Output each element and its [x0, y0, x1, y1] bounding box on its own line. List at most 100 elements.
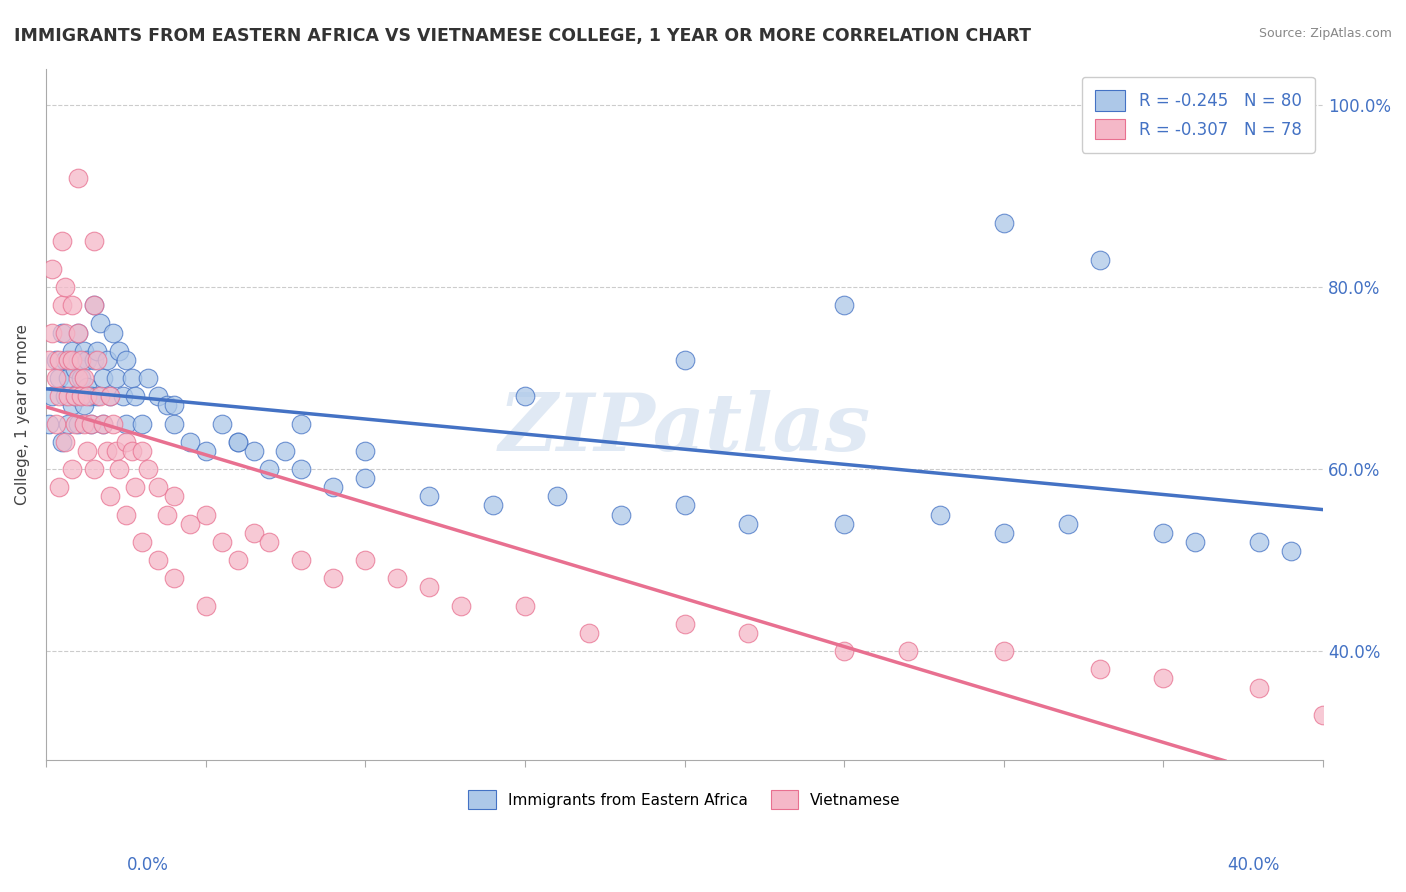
Point: [226, 553, 249, 567]
Point: [63, 362, 86, 376]
Point: [41, 261, 63, 276]
Point: [89, 389, 111, 403]
Point: [163, 489, 186, 503]
Point: [354, 443, 377, 458]
Point: [578, 626, 600, 640]
Point: [163, 571, 186, 585]
Point: [513, 599, 536, 613]
Text: 0.0%: 0.0%: [127, 856, 169, 874]
Point: [194, 443, 217, 458]
Point: [48, 480, 70, 494]
Point: [1249, 535, 1271, 549]
Point: [418, 581, 440, 595]
Point: [156, 508, 179, 522]
Point: [63, 417, 86, 431]
Point: [60, 343, 83, 358]
Point: [53, 434, 76, 449]
Point: [66, 326, 89, 340]
Point: [929, 508, 952, 522]
Point: [83, 298, 105, 312]
Point: [76, 380, 98, 394]
Point: [418, 489, 440, 503]
Point: [70, 389, 93, 403]
Point: [51, 434, 73, 449]
Point: [51, 235, 73, 249]
Point: [76, 443, 98, 458]
Point: [79, 417, 101, 431]
Point: [73, 417, 96, 431]
Point: [51, 326, 73, 340]
Point: [66, 371, 89, 385]
Point: [124, 389, 146, 403]
Point: [737, 516, 759, 531]
Point: [96, 352, 118, 367]
Point: [1088, 252, 1111, 267]
Point: [226, 434, 249, 449]
Point: [63, 389, 86, 403]
Text: 40.0%: 40.0%: [1227, 856, 1279, 874]
Point: [105, 371, 128, 385]
Point: [73, 398, 96, 412]
Point: [290, 417, 312, 431]
Point: [108, 343, 131, 358]
Point: [48, 352, 70, 367]
Point: [45, 417, 67, 431]
Point: [108, 462, 131, 476]
Point: [83, 298, 105, 312]
Point: [58, 417, 80, 431]
Point: [609, 508, 631, 522]
Point: [131, 417, 153, 431]
Point: [83, 235, 105, 249]
Point: [70, 389, 93, 403]
Point: [322, 480, 344, 494]
Point: [136, 462, 159, 476]
Point: [322, 571, 344, 585]
Point: [450, 599, 472, 613]
Point: [993, 216, 1015, 230]
Point: [76, 352, 98, 367]
Point: [83, 352, 105, 367]
Point: [60, 462, 83, 476]
Point: [211, 535, 233, 549]
Point: [98, 389, 121, 403]
Point: [70, 352, 93, 367]
Point: [66, 170, 89, 185]
Point: [131, 535, 153, 549]
Point: [354, 553, 377, 567]
Point: [73, 371, 96, 385]
Point: [38, 352, 60, 367]
Point: [83, 462, 105, 476]
Point: [114, 352, 136, 367]
Point: [58, 352, 80, 367]
Point: [146, 480, 169, 494]
Point: [131, 443, 153, 458]
Point: [290, 462, 312, 476]
Point: [354, 471, 377, 485]
Point: [482, 499, 505, 513]
Point: [60, 298, 83, 312]
Point: [993, 644, 1015, 658]
Point: [211, 417, 233, 431]
Point: [86, 389, 108, 403]
Point: [96, 443, 118, 458]
Point: [41, 326, 63, 340]
Point: [51, 298, 73, 312]
Point: [194, 599, 217, 613]
Point: [60, 352, 83, 367]
Point: [1312, 707, 1334, 722]
Point: [98, 389, 121, 403]
Point: [101, 417, 124, 431]
Point: [48, 371, 70, 385]
Point: [89, 317, 111, 331]
Point: [58, 371, 80, 385]
Point: [114, 434, 136, 449]
Point: [226, 434, 249, 449]
Point: [156, 398, 179, 412]
Y-axis label: College, 1 year or more: College, 1 year or more: [15, 324, 30, 505]
Point: [60, 398, 83, 412]
Point: [101, 326, 124, 340]
Point: [114, 417, 136, 431]
Point: [111, 389, 134, 403]
Point: [259, 535, 281, 549]
Text: IMMIGRANTS FROM EASTERN AFRICA VS VIETNAMESE COLLEGE, 1 YEAR OR MORE CORRELATION: IMMIGRANTS FROM EASTERN AFRICA VS VIETNA…: [14, 27, 1031, 45]
